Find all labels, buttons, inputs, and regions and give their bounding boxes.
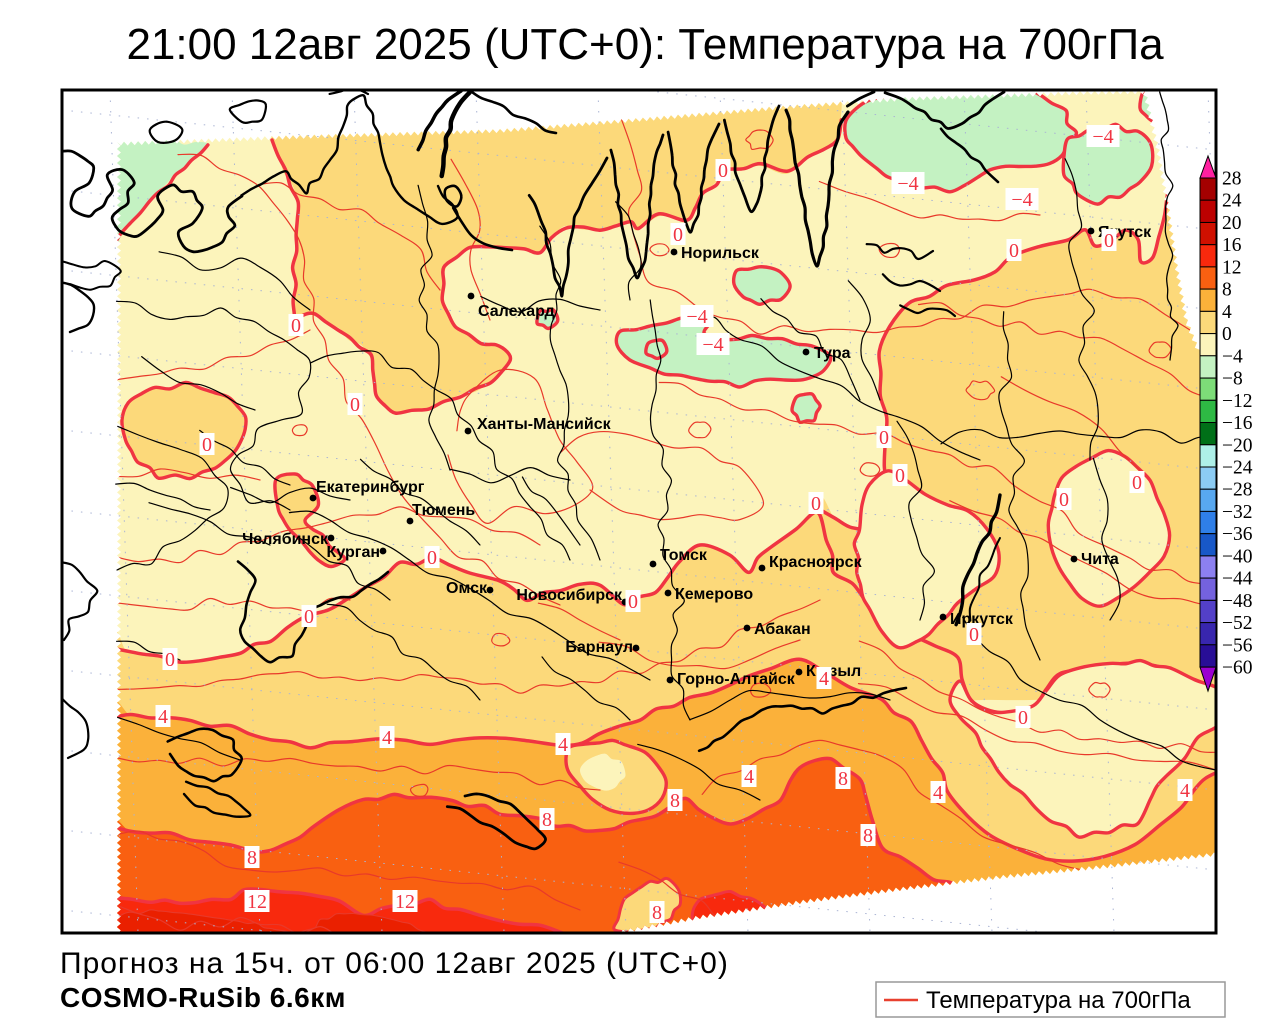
svg-text:0: 0 — [1018, 707, 1028, 729]
svg-text:0: 0 — [1009, 240, 1019, 262]
svg-text:0: 0 — [202, 434, 212, 456]
svg-text:Новосибирск: Новосибирск — [516, 587, 623, 604]
svg-text:8: 8 — [1222, 280, 1232, 301]
svg-text:0: 0 — [718, 160, 728, 182]
svg-text:−4: −4 — [897, 173, 918, 195]
svg-text:−36: −36 — [1222, 524, 1253, 545]
svg-text:−52: −52 — [1222, 613, 1253, 634]
svg-text:Тура: Тура — [814, 345, 851, 362]
svg-text:−56: −56 — [1222, 635, 1253, 656]
svg-text:8: 8 — [652, 902, 662, 924]
svg-text:Чита: Чита — [1081, 551, 1119, 568]
svg-text:8: 8 — [670, 790, 680, 812]
svg-text:16: 16 — [1222, 235, 1242, 256]
svg-text:Екатеринбург: Екатеринбург — [316, 479, 425, 496]
svg-text:0: 0 — [165, 649, 175, 671]
svg-text:0: 0 — [304, 606, 314, 628]
svg-text:0: 0 — [628, 591, 638, 613]
svg-text:Норильск: Норильск — [681, 245, 760, 262]
svg-text:20: 20 — [1222, 213, 1242, 234]
svg-text:4: 4 — [819, 668, 829, 690]
svg-text:12: 12 — [247, 891, 267, 913]
svg-text:8: 8 — [247, 847, 257, 869]
svg-text:Челябинск: Челябинск — [242, 531, 329, 548]
svg-text:0: 0 — [1104, 230, 1114, 252]
svg-text:−4: −4 — [702, 334, 723, 356]
svg-text:0: 0 — [1132, 472, 1142, 494]
svg-text:4: 4 — [744, 766, 754, 788]
svg-text:0: 0 — [969, 624, 979, 646]
svg-text:0: 0 — [673, 224, 683, 246]
svg-text:0: 0 — [895, 465, 905, 487]
svg-text:Иркутск: Иркутск — [950, 611, 1014, 628]
svg-text:−44: −44 — [1222, 569, 1253, 590]
svg-text:−60: −60 — [1222, 658, 1253, 679]
svg-text:0: 0 — [811, 493, 821, 515]
svg-text:Омск: Омск — [446, 580, 488, 597]
svg-text:−24: −24 — [1222, 458, 1253, 479]
svg-text:4: 4 — [158, 706, 168, 728]
svg-text:Кемерово: Кемерово — [675, 586, 753, 603]
svg-text:Горно-Алтайск: Горно-Алтайск — [677, 671, 796, 688]
svg-text:−8: −8 — [1222, 369, 1243, 390]
svg-text:0: 0 — [350, 394, 360, 416]
svg-text:Температура на 700гПа: Температура на 700гПа — [926, 987, 1191, 1014]
svg-text:0: 0 — [1222, 324, 1232, 345]
svg-text:−32: −32 — [1222, 502, 1253, 523]
svg-text:4: 4 — [558, 734, 568, 756]
svg-text:−4: −4 — [686, 306, 707, 328]
svg-text:Абакан: Абакан — [754, 621, 811, 638]
svg-text:−4: −4 — [1222, 346, 1243, 367]
svg-text:Барнаул: Барнаул — [565, 639, 633, 656]
svg-text:4: 4 — [1222, 302, 1232, 323]
svg-text:Томск: Томск — [660, 547, 708, 564]
svg-text:0: 0 — [427, 547, 437, 569]
svg-text:4: 4 — [382, 727, 392, 749]
svg-text:Тюмень: Тюмень — [412, 502, 475, 519]
svg-text:12: 12 — [1222, 257, 1242, 278]
svg-text:Красноярск: Красноярск — [769, 554, 863, 571]
svg-text:8: 8 — [838, 768, 848, 790]
svg-text:−48: −48 — [1222, 591, 1253, 612]
svg-text:8: 8 — [863, 825, 873, 847]
svg-text:21:00 12авг 2025 (UTC+0): Темп: 21:00 12авг 2025 (UTC+0): Температура на… — [126, 20, 1164, 69]
svg-text:0: 0 — [291, 315, 301, 337]
svg-text:0: 0 — [879, 427, 889, 449]
svg-text:−12: −12 — [1222, 391, 1253, 412]
svg-text:28: 28 — [1222, 169, 1242, 190]
svg-text:−4: −4 — [1011, 189, 1032, 211]
svg-text:−20: −20 — [1222, 435, 1253, 456]
svg-text:8: 8 — [542, 809, 552, 831]
svg-text:0: 0 — [1059, 489, 1069, 511]
svg-text:−40: −40 — [1222, 546, 1253, 567]
svg-text:Салехард: Салехард — [478, 303, 555, 320]
svg-text:−28: −28 — [1222, 480, 1253, 501]
svg-text:COSMO-RuSib 6.6км: COSMO-RuSib 6.6км — [60, 982, 346, 1013]
svg-text:Кызыл: Кызыл — [806, 663, 861, 680]
svg-text:−4: −4 — [1092, 126, 1113, 148]
svg-text:Курган: Курган — [327, 544, 380, 561]
svg-text:24: 24 — [1222, 191, 1242, 212]
svg-text:−16: −16 — [1222, 413, 1253, 434]
svg-text:4: 4 — [933, 782, 943, 804]
svg-text:12: 12 — [395, 891, 415, 913]
svg-text:4: 4 — [1180, 780, 1190, 802]
svg-text:Ханты-Мансийск: Ханты-Мансийск — [477, 416, 612, 433]
svg-text:Прогноз на 15ч. от 06:00 12авг: Прогноз на 15ч. от 06:00 12авг 2025 (UTC… — [60, 947, 729, 980]
